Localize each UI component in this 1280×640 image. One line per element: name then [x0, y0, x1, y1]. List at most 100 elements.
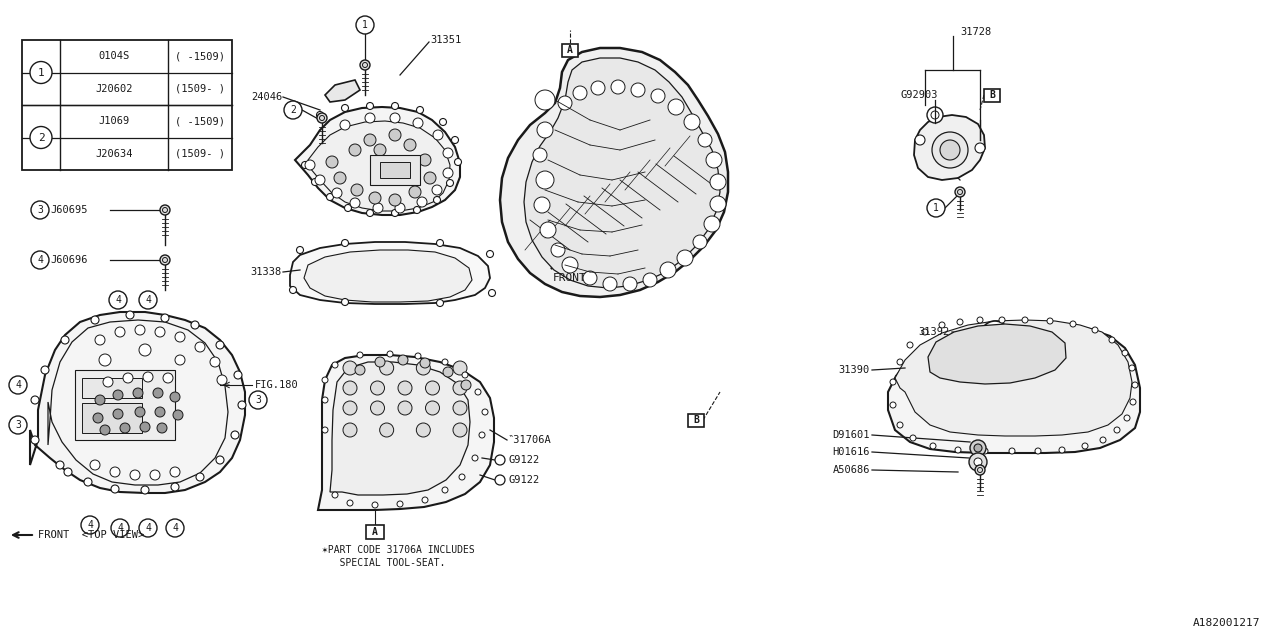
- Bar: [22, 40, 232, 170]
- Circle shape: [356, 16, 374, 34]
- Circle shape: [90, 460, 100, 470]
- Circle shape: [969, 453, 987, 471]
- Circle shape: [365, 113, 375, 123]
- Circle shape: [170, 467, 180, 477]
- Circle shape: [1059, 447, 1065, 453]
- Circle shape: [489, 289, 495, 296]
- Text: 4: 4: [116, 523, 123, 533]
- Circle shape: [323, 377, 328, 383]
- Circle shape: [535, 90, 556, 110]
- Polygon shape: [49, 320, 228, 485]
- Circle shape: [704, 216, 721, 232]
- Circle shape: [154, 388, 163, 398]
- Text: J60695: J60695: [50, 205, 87, 215]
- Circle shape: [317, 113, 326, 123]
- Circle shape: [413, 207, 421, 214]
- Text: 4: 4: [145, 523, 151, 533]
- Circle shape: [538, 122, 553, 138]
- Circle shape: [111, 485, 119, 493]
- Circle shape: [710, 196, 726, 212]
- Circle shape: [155, 327, 165, 337]
- Circle shape: [364, 134, 376, 146]
- Circle shape: [320, 115, 325, 120]
- Circle shape: [332, 492, 338, 498]
- Text: A: A: [567, 45, 573, 55]
- Circle shape: [134, 407, 145, 417]
- Circle shape: [355, 365, 365, 375]
- Circle shape: [932, 132, 968, 168]
- Circle shape: [370, 381, 384, 395]
- Circle shape: [175, 355, 186, 365]
- Circle shape: [982, 448, 988, 454]
- Circle shape: [191, 321, 198, 329]
- Circle shape: [390, 113, 401, 123]
- Circle shape: [342, 104, 348, 111]
- Circle shape: [436, 239, 443, 246]
- Circle shape: [1009, 448, 1015, 454]
- Circle shape: [160, 255, 170, 265]
- Circle shape: [302, 161, 308, 168]
- Polygon shape: [888, 324, 1140, 453]
- Circle shape: [216, 456, 224, 464]
- Circle shape: [558, 96, 572, 110]
- Circle shape: [81, 516, 99, 534]
- Circle shape: [360, 60, 370, 70]
- Circle shape: [31, 201, 49, 219]
- Circle shape: [99, 354, 111, 366]
- Circle shape: [362, 63, 367, 67]
- Bar: [562, 44, 579, 56]
- Circle shape: [125, 311, 134, 319]
- Circle shape: [433, 185, 442, 195]
- Circle shape: [970, 440, 986, 456]
- Circle shape: [398, 401, 412, 415]
- Circle shape: [380, 423, 394, 437]
- Circle shape: [374, 144, 387, 156]
- Circle shape: [1124, 415, 1130, 421]
- Circle shape: [1130, 399, 1137, 405]
- Text: ( -1509): ( -1509): [175, 116, 225, 126]
- Polygon shape: [325, 80, 360, 102]
- Polygon shape: [305, 250, 472, 302]
- Circle shape: [975, 143, 986, 153]
- Text: 4: 4: [15, 380, 20, 390]
- Circle shape: [195, 342, 205, 352]
- Circle shape: [424, 172, 436, 184]
- Circle shape: [940, 322, 945, 328]
- Text: 3: 3: [15, 420, 20, 430]
- Circle shape: [113, 409, 123, 419]
- Circle shape: [631, 83, 645, 97]
- Circle shape: [710, 174, 726, 190]
- Circle shape: [475, 389, 481, 395]
- Circle shape: [955, 447, 961, 453]
- Circle shape: [436, 300, 443, 307]
- Circle shape: [41, 366, 49, 374]
- Circle shape: [483, 409, 488, 415]
- Bar: [366, 525, 384, 539]
- Circle shape: [1047, 318, 1053, 324]
- Circle shape: [342, 298, 348, 305]
- Circle shape: [453, 423, 467, 437]
- Circle shape: [442, 359, 448, 365]
- Text: 2: 2: [37, 132, 45, 143]
- Circle shape: [396, 203, 404, 213]
- Circle shape: [998, 317, 1005, 323]
- Circle shape: [434, 196, 440, 204]
- Bar: [984, 88, 1000, 102]
- Bar: [370, 155, 420, 185]
- Circle shape: [95, 395, 105, 405]
- Circle shape: [343, 423, 357, 437]
- Circle shape: [250, 391, 268, 409]
- Circle shape: [342, 239, 348, 246]
- Circle shape: [31, 251, 49, 269]
- Text: (1509- ): (1509- ): [175, 148, 225, 159]
- Text: J1069: J1069: [99, 116, 129, 126]
- Circle shape: [910, 435, 916, 441]
- Text: J20602: J20602: [95, 84, 133, 93]
- Circle shape: [1132, 382, 1138, 388]
- Polygon shape: [308, 121, 451, 211]
- Circle shape: [95, 335, 105, 345]
- Circle shape: [387, 351, 393, 357]
- Circle shape: [109, 291, 127, 309]
- Circle shape: [389, 194, 401, 206]
- Circle shape: [957, 189, 963, 195]
